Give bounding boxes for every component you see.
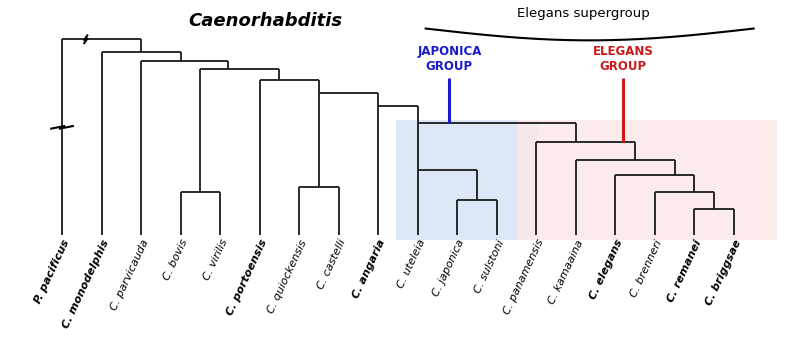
Text: JAPONICA
GROUP: JAPONICA GROUP	[417, 45, 482, 73]
Text: C. remanei: C. remanei	[665, 238, 704, 303]
Bar	[396, 120, 538, 240]
Text: C. virilis: C. virilis	[201, 238, 229, 282]
Text: C. monodelphis: C. monodelphis	[60, 238, 111, 330]
Text: ELEGANS
GROUP: ELEGANS GROUP	[593, 45, 654, 73]
Text: C. panamensis: C. panamensis	[501, 238, 545, 317]
Text: C. uteleia: C. uteleia	[396, 238, 427, 290]
Text: C. angaria: C. angaria	[351, 238, 388, 300]
Text: C. brenneri: C. brenneri	[629, 238, 664, 298]
Bar	[517, 120, 778, 240]
Text: C. parvicauda: C. parvicauda	[108, 238, 150, 312]
Text: C. bovis: C. bovis	[162, 238, 189, 282]
Text: C. elegans: C. elegans	[588, 238, 624, 301]
Text: C. japonica: C. japonica	[431, 238, 466, 298]
Text: C. sulstoni: C. sulstoni	[473, 238, 506, 294]
Text: P. pacificus: P. pacificus	[33, 238, 71, 305]
Text: C. briggsae: C. briggsae	[704, 238, 743, 307]
Text: C. kamaaina: C. kamaaina	[546, 238, 585, 306]
Text: C. quiockensis: C. quiockensis	[265, 238, 308, 315]
Text: C. castelli: C. castelli	[316, 238, 348, 291]
Text: C. portoensis: C. portoensis	[224, 238, 269, 317]
Text: Elegans supergroup: Elegans supergroup	[517, 7, 650, 20]
Text: Caenorhabditis: Caenorhabditis	[189, 12, 342, 30]
